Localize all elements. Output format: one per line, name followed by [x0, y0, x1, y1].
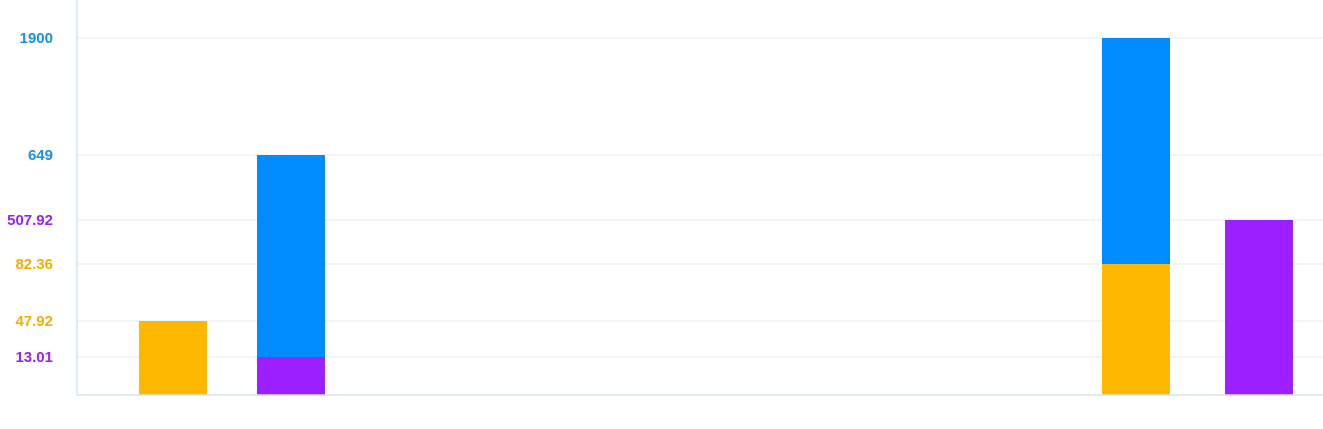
bar-segment-0-1-1[interactable]: [257, 155, 325, 357]
bar-segment-1-1-0[interactable]: [1225, 220, 1293, 395]
y-tick-label: 1900: [20, 30, 53, 47]
y-tick-labels: 1900 649 507.92 82.36 47.92 13.01: [7, 30, 53, 366]
bars: [139, 38, 1293, 395]
axes: [76, 0, 1323, 396]
y-tick-label: 82.36: [15, 256, 53, 273]
y-tick-label: 507.92: [7, 212, 53, 229]
bar-segment-0-1-0[interactable]: [257, 357, 325, 395]
bar-segment-1-0-0[interactable]: [1102, 264, 1170, 395]
y-tick-label: 13.01: [15, 349, 53, 366]
y-tick-label: 649: [28, 147, 53, 164]
y-tick-label: 47.92: [15, 313, 53, 330]
bar-segment-0-0-0[interactable]: [139, 321, 207, 395]
bar-segment-1-0-1[interactable]: [1102, 38, 1170, 264]
